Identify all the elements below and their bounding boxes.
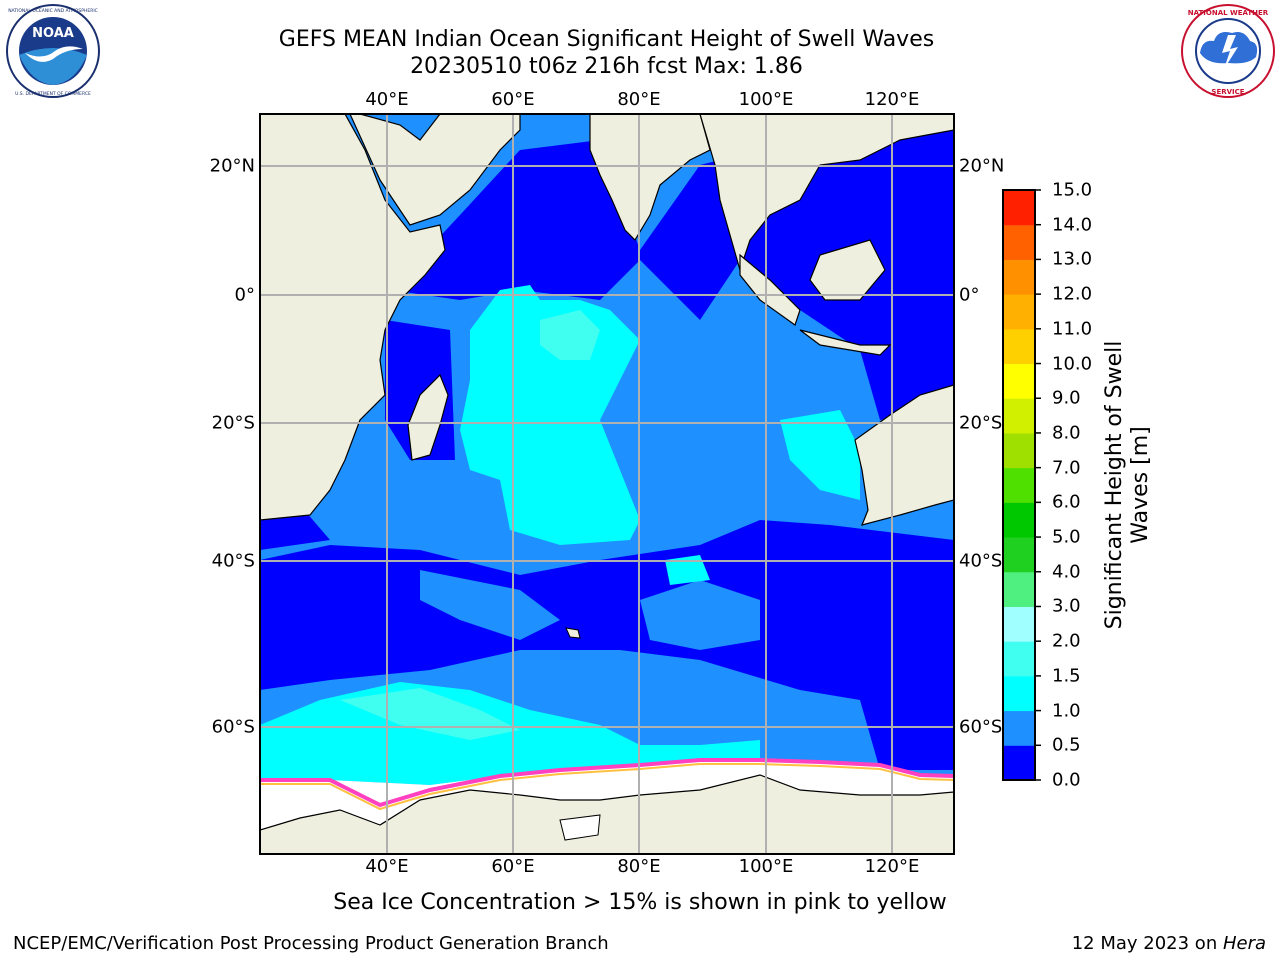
footer-credit: NCEP/EMC/Verification Post Processing Pr… (13, 933, 609, 954)
graticule (260, 114, 954, 854)
noaa-wordmark: NOAA (32, 26, 74, 41)
land-africa (260, 114, 446, 521)
lat-label-right-20s: 20°S (959, 412, 1003, 434)
colorbar-box (1003, 190, 1035, 226)
lon-label-bottom-100e: 100°E (738, 856, 794, 877)
lat-label-left-60s: 60°S (211, 716, 255, 738)
land-madagascar (407, 373, 449, 461)
colorbar-tick-label: 3.0 (1052, 595, 1081, 617)
colorbar-tick-label: 7.0 (1052, 457, 1081, 479)
lat-label-right-0: 0° (959, 284, 980, 306)
colorbar-label-line2: Waves [m] (1128, 426, 1153, 544)
colorbar-box (1003, 537, 1035, 573)
svg-text:U.S. DEPARTMENT OF COMMERCE: U.S. DEPARTMENT OF COMMERCE (15, 91, 91, 97)
colorbar-box (1003, 675, 1035, 712)
svg-text:SERVICE: SERVICE (1211, 88, 1244, 96)
swell-zone-north (390, 115, 954, 420)
colorbar-tick-label: 8.0 (1052, 422, 1081, 444)
land-java (799, 329, 892, 356)
colorbar-label: Significant Height of Swell Waves [m] (1102, 315, 1154, 655)
colorbar-tick-label: 1.0 (1052, 700, 1081, 722)
lat-label-right-40s: 40°S (959, 550, 1003, 572)
colorbar-tick-label: 10.0 (1052, 353, 1093, 375)
map-title: GEFS MEAN Indian Ocean Significant Heigh… (278, 27, 935, 52)
colorbar-tick-label: 6.0 (1052, 491, 1081, 513)
colorbar-tick-label: 2.0 (1052, 630, 1081, 652)
colorbar-tick-label: 5.0 (1052, 526, 1081, 548)
colorbar-box (1003, 467, 1035, 503)
swell-zone-small-cyan (665, 555, 710, 585)
lon-label-top-80e: 80°E (617, 89, 661, 110)
colorbar-box (1003, 259, 1035, 295)
land-sumatra (739, 253, 801, 326)
colorbar-tick-label: 12.0 (1052, 283, 1093, 305)
colorbar-tick-label: 14.0 (1052, 214, 1093, 236)
lon-label-top-60e: 60°E (491, 89, 535, 110)
land-kerguelen (565, 627, 581, 639)
lat-label-left-40s: 40°S (211, 550, 255, 572)
colorbar-box (1003, 571, 1035, 607)
colorbar-box (1003, 710, 1035, 746)
svg-text:NATIONAL OCEANIC AND ATMOSPHER: NATIONAL OCEANIC AND ATMOSPHERIC (8, 8, 98, 14)
lat-label-left-0: 0° (234, 284, 255, 306)
colorbar-box (1003, 606, 1035, 642)
colorbar-box (1003, 641, 1035, 677)
swell-zone-central-light (540, 310, 600, 360)
ice-shelf (559, 814, 601, 841)
map-subtitle: 20230510 t06z 216h fcst Max: 1.86 (410, 54, 803, 79)
sea-ice-caption: Sea Ice Concentration > 15% is shown in … (333, 890, 947, 915)
colorbar-frame (1002, 189, 1036, 781)
lon-label-bottom-40e: 40°E (365, 856, 409, 877)
footer-host: Hera (1222, 933, 1266, 954)
map-frame (259, 113, 955, 855)
lon-label-top-120e: 120°E (864, 89, 920, 110)
land-arabia (260, 114, 521, 226)
colorbar-box (1003, 363, 1035, 399)
land-southeast-asia (699, 114, 954, 273)
footer-date-text: 12 May 2023 on (1071, 933, 1223, 954)
colorbar-box (1003, 745, 1035, 781)
colorbar-label-line1: Significant Height of Swell (1102, 340, 1127, 630)
swell-zone-australia-cyan (780, 410, 860, 500)
lat-label-left-20n: 20°N (209, 155, 255, 177)
colorbar-box (1003, 328, 1035, 365)
nws-logo: NATIONAL WEATHER SERVICE (1181, 4, 1275, 98)
swell-zone-midpatch2 (640, 580, 760, 650)
lon-label-bottom-80e: 80°E (617, 856, 661, 877)
land-australia (854, 384, 954, 526)
colorbar-box (1003, 432, 1035, 469)
colorbar-tick-label: 4.0 (1052, 561, 1081, 583)
colorbar-box (1003, 502, 1035, 538)
colorbar-tick-label: 15.0 (1052, 179, 1093, 201)
lon-label-bottom-120e: 120°E (864, 856, 920, 877)
footer-date: 12 May 2023 on Hera (1072, 933, 1266, 954)
colorbar (1002, 189, 1041, 781)
colorbar-tick-label: 0.5 (1052, 734, 1081, 756)
swell-zone-central-cyan (460, 285, 640, 545)
colorbar-tick-label: 13.0 (1052, 248, 1093, 270)
colorbar-box (1003, 294, 1035, 330)
lon-label-bottom-60e: 60°E (491, 856, 535, 877)
lat-label-left-20s: 20°S (211, 412, 255, 434)
lon-label-top-40e: 40°E (365, 89, 409, 110)
lat-label-right-60s: 60°S (959, 716, 1003, 738)
colorbar-tick-label: 9.0 (1052, 387, 1081, 409)
swell-zone-midpatch (420, 570, 560, 640)
noaa-logo: NOAA NATIONAL OCEANIC AND ATMOSPHERIC U.… (6, 4, 100, 98)
lat-label-right-20n: 20°N (959, 155, 1005, 177)
land-borneo (809, 239, 886, 301)
colorbar-box (1003, 224, 1035, 260)
colorbar-tick-label: 1.5 (1052, 665, 1081, 687)
colorbar-box (1003, 398, 1035, 434)
colorbar-tick-label: 0.0 (1052, 769, 1081, 791)
colorbar-tick-label: 11.0 (1052, 318, 1093, 340)
lon-label-top-100e: 100°E (738, 89, 794, 110)
svg-text:NATIONAL WEATHER: NATIONAL WEATHER (1188, 9, 1269, 17)
